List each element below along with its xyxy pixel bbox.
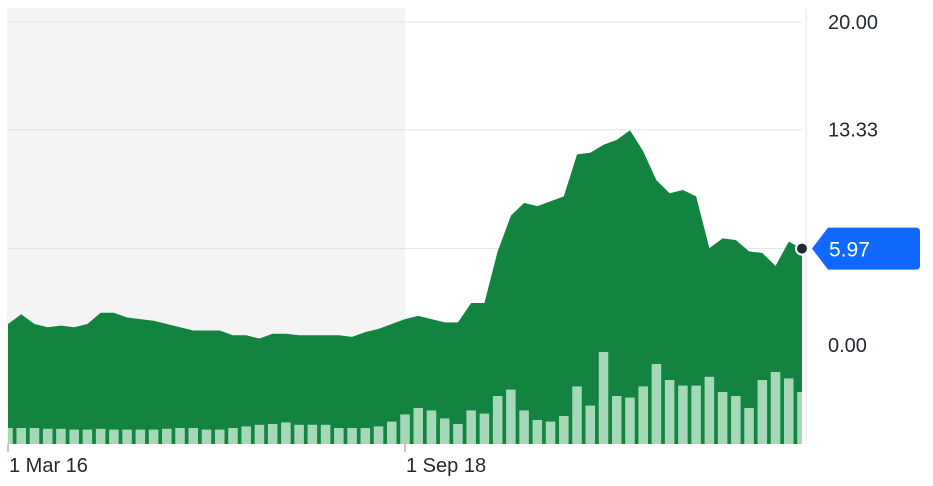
volume-bar — [281, 422, 291, 444]
volume-bar — [598, 352, 609, 444]
volume-bar — [704, 376, 715, 444]
y-axis: 20.00 13.33 0.00 — [828, 12, 878, 357]
volume-bar — [439, 418, 450, 444]
volume-bar — [254, 424, 265, 444]
volume-bar — [29, 428, 40, 444]
volume-bar — [638, 386, 648, 444]
y-tick-label: 20.00 — [828, 12, 878, 34]
volume-bar — [122, 429, 132, 444]
volume-bar — [8, 428, 13, 444]
volume-bar — [545, 421, 556, 444]
volume-bar — [69, 429, 79, 444]
volume-bar — [267, 424, 278, 444]
volume-bar — [479, 413, 490, 444]
volume-bar — [757, 380, 768, 444]
volume-bar — [307, 424, 318, 444]
last-value-marker: 5.97 — [795, 227, 920, 270]
volume-bar — [413, 408, 423, 444]
volume-bar — [559, 416, 569, 444]
volume-bar — [744, 408, 754, 444]
volume-bar — [334, 428, 344, 444]
volume-bar — [731, 396, 741, 444]
volume-bar — [466, 410, 476, 444]
volume-bar — [214, 429, 225, 444]
volume-bar — [95, 428, 106, 444]
volume-bar — [506, 389, 516, 444]
volume-bar — [400, 414, 410, 444]
volume-bar — [651, 364, 662, 444]
volume-bar — [241, 426, 251, 444]
y-tick-label: 0.00 — [828, 335, 867, 357]
volume-bar — [625, 397, 635, 444]
volume-bar — [572, 386, 582, 444]
volume-bar — [492, 396, 503, 444]
volume-bar — [228, 428, 238, 444]
volume-bar — [717, 392, 728, 444]
volume-bar — [797, 392, 802, 444]
volume-bar — [294, 424, 304, 444]
volume-bar — [426, 410, 437, 444]
volume-bar — [360, 428, 371, 444]
volume-bar — [664, 380, 675, 444]
volume-bar — [135, 429, 146, 444]
volume-bar — [56, 428, 66, 444]
volume-bar — [201, 429, 212, 444]
x-tick-label: 1 Mar 16 — [9, 455, 88, 477]
volume-bar — [532, 420, 543, 444]
volume-bar — [109, 429, 119, 444]
volume-bar — [387, 421, 397, 444]
volume-bar — [770, 372, 781, 444]
volume-bar — [784, 378, 794, 444]
volume-bar — [162, 428, 172, 444]
volume-bar — [148, 429, 159, 444]
x-tick-label: 1 Sep 18 — [406, 455, 486, 477]
volume-bar — [585, 405, 596, 444]
volume-bar — [347, 428, 357, 444]
volume-bar — [373, 426, 384, 444]
volume-bar — [320, 424, 331, 444]
x-axis: 1 Mar 16 1 Sep 18 — [7, 444, 486, 477]
last-value-dot — [795, 241, 809, 256]
last-value-badge — [812, 227, 920, 270]
volume-bar — [42, 428, 53, 444]
volume-bar — [678, 385, 688, 444]
volume-bar — [519, 410, 529, 444]
volume-bar — [691, 385, 701, 444]
last-value-label: 5.97 — [829, 239, 870, 262]
y-tick-label: 13.33 — [828, 120, 878, 142]
volume-bar — [611, 396, 622, 444]
volume-bars — [8, 352, 802, 444]
volume-bar — [82, 429, 93, 444]
volume-bar — [16, 428, 26, 444]
volume-bar — [453, 424, 463, 444]
volume-bar — [175, 428, 185, 444]
volume-bar — [188, 428, 199, 444]
